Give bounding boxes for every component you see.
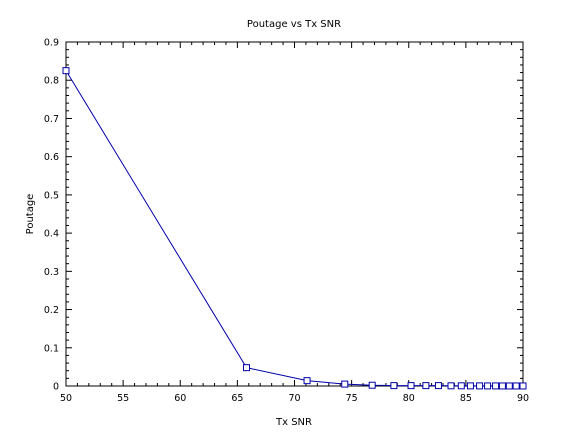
data-point xyxy=(519,382,527,390)
x-tick-label: 85 xyxy=(460,393,472,404)
data-point xyxy=(466,382,474,390)
series-layer xyxy=(62,67,527,390)
x-tick-label: 80 xyxy=(403,393,415,404)
data-point xyxy=(512,382,520,390)
y-tick-label: 0.9 xyxy=(44,38,59,49)
x-axis-ticks: 50 55 60 65 70 75 80 85 90 xyxy=(60,42,529,404)
data-point xyxy=(484,382,492,390)
data-point xyxy=(243,364,251,372)
data-point xyxy=(368,381,376,389)
data-point xyxy=(505,382,513,390)
y-axis-title: Poutage xyxy=(25,194,36,235)
x-tick-label: 70 xyxy=(288,393,300,404)
x-tick-label: 60 xyxy=(174,393,186,404)
y-tick-label: 0.3 xyxy=(44,267,59,278)
y-tick-label: 0.1 xyxy=(44,343,59,354)
y-tick-label: 0.5 xyxy=(44,190,59,201)
data-point xyxy=(422,382,430,390)
data-point xyxy=(457,382,465,390)
data-point xyxy=(407,382,415,390)
y-tick-label: 0.4 xyxy=(44,229,59,240)
y-tick-label: 0.7 xyxy=(44,114,59,125)
plot-frame xyxy=(65,41,524,387)
data-point xyxy=(341,380,349,388)
x-tick-label: 90 xyxy=(517,393,529,404)
minor-ticks xyxy=(66,42,523,386)
y-tick-label: 0.2 xyxy=(44,305,59,316)
data-point xyxy=(62,67,70,75)
y-tick-label: 0.6 xyxy=(44,152,59,163)
x-tick-label: 50 xyxy=(60,393,72,404)
x-axis-title: Tx SNR xyxy=(275,417,312,428)
chart-title: Poutage vs Tx SNR xyxy=(247,19,341,30)
data-point xyxy=(434,382,442,390)
data-point xyxy=(476,382,484,390)
series-line xyxy=(65,70,523,387)
data-point xyxy=(303,377,311,385)
x-tick-label: 55 xyxy=(117,393,129,404)
x-tick-label: 75 xyxy=(346,393,358,404)
data-point xyxy=(390,382,398,390)
x-tick-label: 65 xyxy=(231,393,243,404)
y-tick-label: 0 xyxy=(53,382,59,393)
y-tick-label: 0.8 xyxy=(44,76,59,87)
data-point xyxy=(447,382,455,390)
data-point xyxy=(498,382,506,390)
data-point xyxy=(492,382,500,390)
y-axis-ticks: 0 0.1 0.2 0.3 0.4 0.5 0.6 0.7 0.8 0.9 xyxy=(44,38,523,393)
